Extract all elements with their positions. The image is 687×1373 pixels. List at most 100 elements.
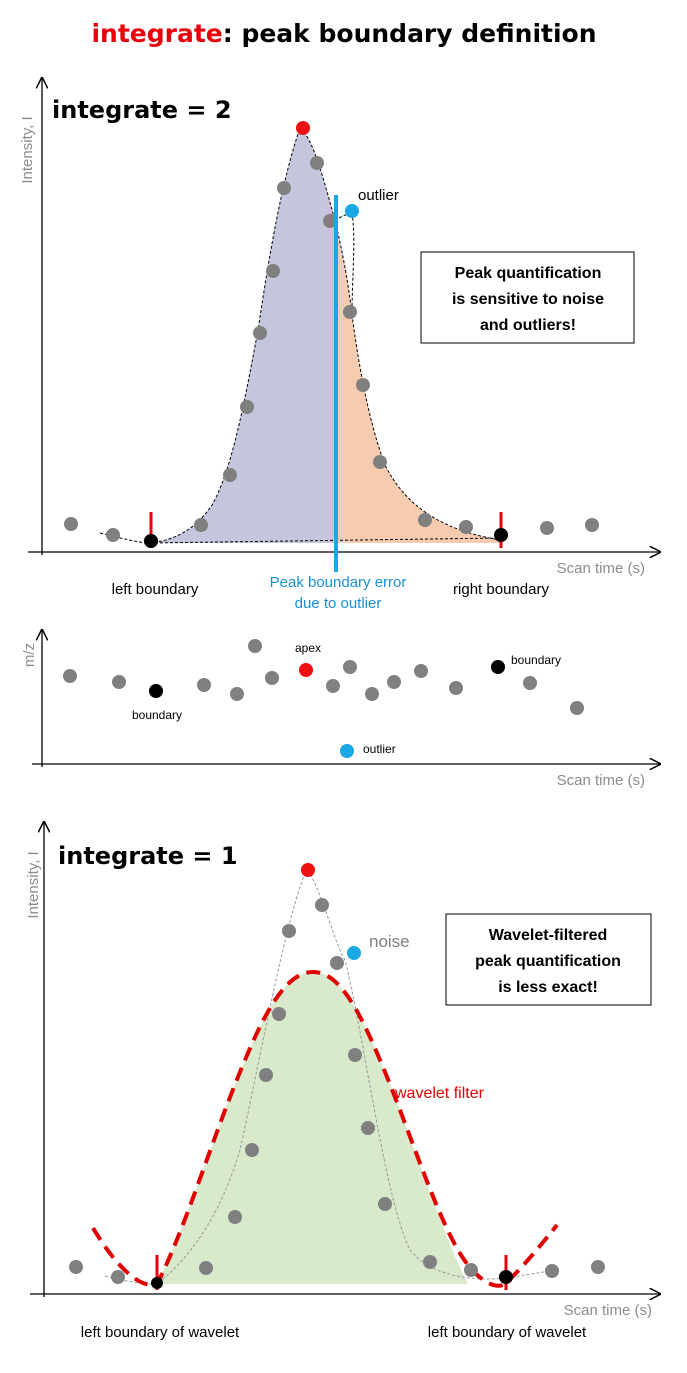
scan-point bbox=[591, 1260, 605, 1274]
mz-point bbox=[414, 664, 428, 678]
mz-points bbox=[63, 639, 584, 715]
scan-point bbox=[545, 1264, 559, 1278]
left-boundary-point bbox=[144, 534, 158, 548]
wavelet-filter-label: wavelet filter bbox=[394, 1085, 485, 1102]
mz-point bbox=[523, 676, 537, 690]
noise-point bbox=[347, 946, 361, 960]
mz-point bbox=[230, 687, 244, 701]
y-axis-label-mz: m/z bbox=[21, 643, 38, 667]
x-axis-label-mz: Scan time (s) bbox=[557, 772, 645, 789]
scan-point bbox=[259, 1068, 273, 1082]
mz-point bbox=[265, 671, 279, 685]
scan-point bbox=[272, 1007, 286, 1021]
noise-label: noise bbox=[369, 932, 410, 951]
title-rest: : peak boundary definition bbox=[223, 19, 597, 48]
apex-point bbox=[296, 121, 310, 135]
scan-point bbox=[106, 528, 120, 542]
panel-integrate-2: Intensity, I Scan time (s) integrate = 2… bbox=[19, 78, 660, 612]
mz-point bbox=[365, 687, 379, 701]
scan-point bbox=[111, 1270, 125, 1284]
scan-point bbox=[459, 520, 473, 534]
scan-point bbox=[361, 1121, 375, 1135]
scan-point bbox=[323, 214, 337, 228]
callout-2-line1: Wavelet-filtered bbox=[489, 927, 608, 944]
right-boundary-label: right boundary bbox=[453, 581, 549, 598]
panel-mz: m/z Scan time (s) apex boundary boundary… bbox=[21, 630, 660, 789]
panel-title-2: integrate = 1 bbox=[58, 842, 238, 870]
mz-left-boundary-label: boundary bbox=[132, 708, 182, 722]
scan-point bbox=[343, 305, 357, 319]
y-axis-label-1: Intensity, I bbox=[19, 116, 36, 183]
callout-1-line2: is sensitive to noise bbox=[452, 291, 604, 308]
peak-area-blue bbox=[150, 128, 335, 543]
mz-point bbox=[112, 675, 126, 689]
scan-points-2 bbox=[69, 898, 605, 1284]
scan-point bbox=[69, 1260, 83, 1274]
peak-baseline bbox=[149, 537, 501, 544]
wavelet-left-boundary-point bbox=[151, 1277, 163, 1289]
wavelet-curve bbox=[91, 969, 559, 1288]
outlier-point bbox=[345, 204, 359, 218]
title-keyword: integrate bbox=[91, 19, 222, 48]
error-label-line1: Peak boundary error bbox=[270, 574, 407, 591]
scan-point bbox=[228, 1210, 242, 1224]
mz-apex-point bbox=[299, 663, 313, 677]
mz-point bbox=[248, 639, 262, 653]
scan-point bbox=[64, 517, 78, 531]
wavelet-right-boundary-point bbox=[499, 1270, 513, 1284]
error-label-line2: due to outlier bbox=[295, 595, 382, 612]
mz-right-boundary-label: boundary bbox=[511, 653, 561, 667]
wavelet-right-boundary-label: left boundary of wavelet bbox=[428, 1324, 587, 1341]
panel-integrate-1: Intensity, I Scan time (s) integrate = 1… bbox=[25, 822, 660, 1341]
scan-point bbox=[253, 326, 267, 340]
callout-1-line3: and outliers! bbox=[480, 317, 576, 334]
mz-outlier-point bbox=[340, 744, 354, 758]
scan-point bbox=[240, 400, 254, 414]
mz-right-boundary-point bbox=[491, 660, 505, 674]
scan-point bbox=[266, 264, 280, 278]
scan-points-1 bbox=[64, 156, 599, 542]
mz-point bbox=[449, 681, 463, 695]
mz-outlier-label: outlier bbox=[363, 742, 396, 756]
scan-point bbox=[348, 1048, 362, 1062]
mz-point bbox=[197, 678, 211, 692]
scan-point bbox=[199, 1261, 213, 1275]
mz-apex-label: apex bbox=[295, 641, 321, 655]
scan-point bbox=[418, 513, 432, 527]
scan-point bbox=[282, 924, 296, 938]
mz-point bbox=[570, 701, 584, 715]
mz-point bbox=[326, 679, 340, 693]
scan-point bbox=[277, 181, 291, 195]
scan-point bbox=[310, 156, 324, 170]
scan-point bbox=[194, 518, 208, 532]
x-axis-label-2: Scan time (s) bbox=[564, 1302, 652, 1319]
scan-point bbox=[330, 956, 344, 970]
y-axis-label-2: Intensity, I bbox=[25, 851, 42, 918]
callout-2-line3: is less exact! bbox=[498, 979, 598, 996]
mz-point bbox=[63, 669, 77, 683]
callout-1-line1: Peak quantification bbox=[455, 265, 602, 282]
scan-point bbox=[464, 1263, 478, 1277]
scan-point bbox=[315, 898, 329, 912]
panel-title-1: integrate = 2 bbox=[52, 96, 232, 124]
figure-title: integrate: peak boundary definition bbox=[91, 19, 596, 48]
x-axis-label-1: Scan time (s) bbox=[557, 560, 645, 577]
callout-box-1 bbox=[420, 251, 635, 344]
callout-2-line2: peak quantification bbox=[475, 953, 621, 970]
scan-point bbox=[585, 518, 599, 532]
wavelet-left-boundary-label: left boundary of wavelet bbox=[81, 1324, 240, 1341]
outlier-label: outlier bbox=[358, 187, 399, 204]
mz-left-boundary-point bbox=[149, 684, 163, 698]
scan-point bbox=[378, 1197, 392, 1211]
mz-point bbox=[343, 660, 357, 674]
scan-point bbox=[423, 1255, 437, 1269]
wavelet-area bbox=[157, 972, 468, 1284]
apex-point-2 bbox=[301, 863, 315, 877]
scan-point bbox=[245, 1143, 259, 1157]
scan-point bbox=[373, 455, 387, 469]
left-boundary-label: left boundary bbox=[112, 581, 199, 598]
scan-point bbox=[223, 468, 237, 482]
mz-point bbox=[387, 675, 401, 689]
right-boundary-point bbox=[494, 528, 508, 542]
